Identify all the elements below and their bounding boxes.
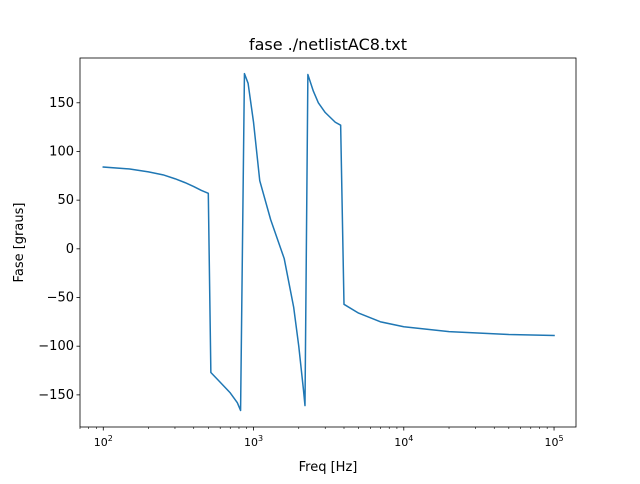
plot-area	[80, 58, 576, 427]
x-axis: 102 103 104 105	[79, 427, 564, 449]
x-tick-label: 102	[94, 434, 113, 449]
x-axis-label: Freq [Hz]	[299, 460, 358, 475]
y-tick-label: 0	[66, 242, 74, 257]
y-axis-label: Fase [graus]	[12, 203, 27, 283]
y-tick-label: −100	[38, 339, 74, 354]
y-axis: 150 100 50 0 −50 −100 −150	[38, 96, 80, 403]
y-tick-label: −50	[47, 291, 74, 306]
series-layer	[102, 72, 555, 412]
y-tick-label: 50	[57, 193, 74, 208]
x-tick-label: 103	[244, 434, 263, 449]
x-tick-label: 105	[544, 434, 563, 449]
y-tick-label: −150	[38, 388, 74, 403]
chart-title: fase ./netlistAC8.txt	[249, 35, 407, 54]
y-tick-label: 100	[49, 144, 74, 159]
x-tick-label: 104	[394, 434, 413, 449]
series-line-1	[102, 72, 555, 412]
axes-frame	[79, 57, 577, 428]
y-tick-label: 150	[49, 96, 74, 111]
